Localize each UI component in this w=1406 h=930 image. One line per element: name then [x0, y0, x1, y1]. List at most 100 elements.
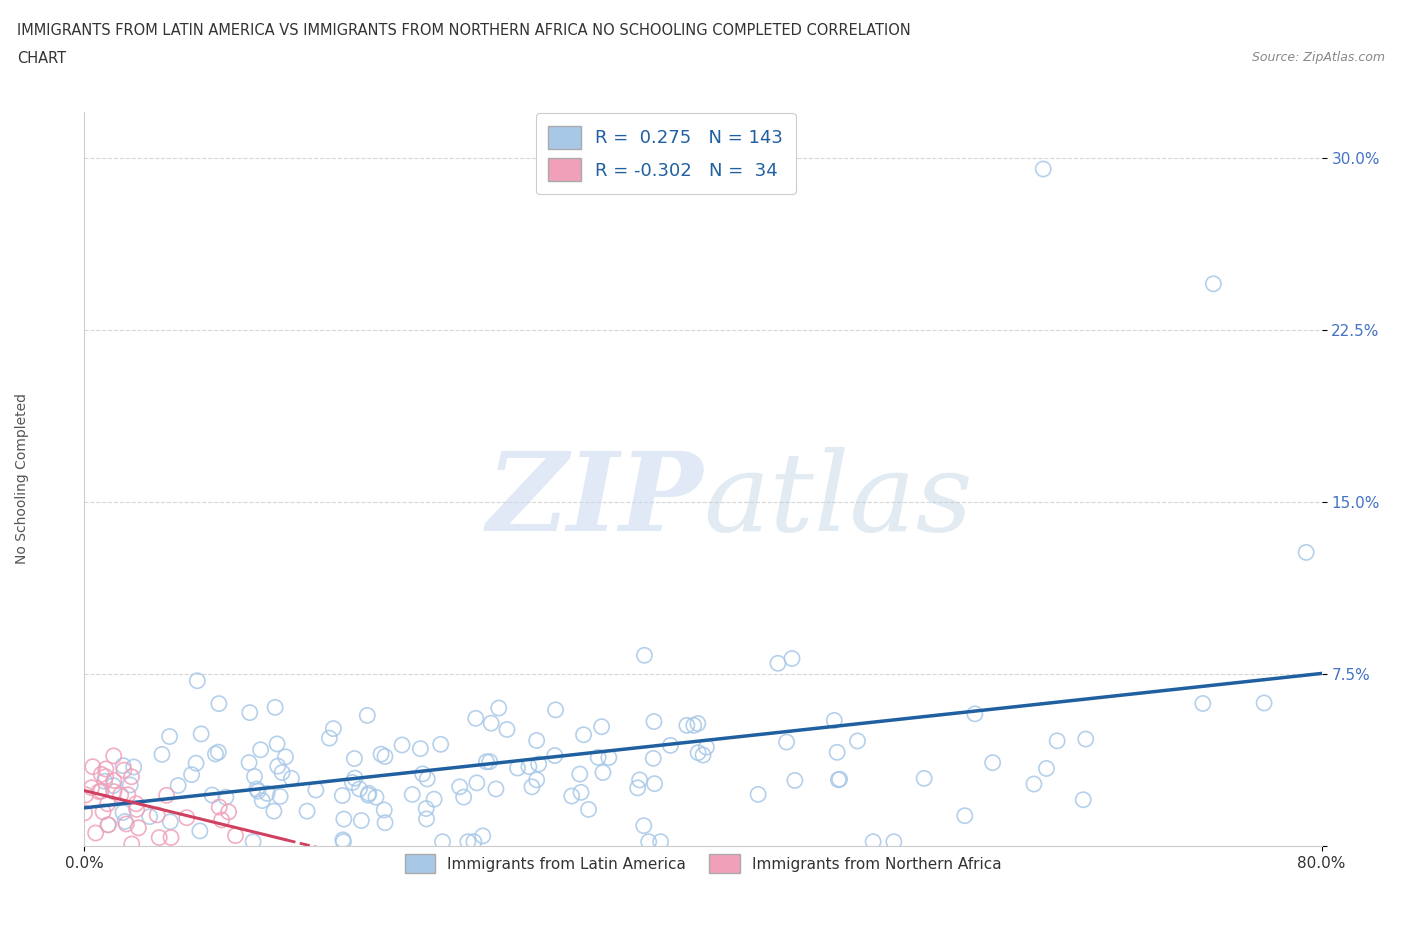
- Point: [650, 834, 672, 849]
- Point: [423, 791, 446, 806]
- Point: [190, 726, 212, 741]
- Point: [520, 779, 543, 794]
- Point: [252, 793, 274, 808]
- Point: [97, 817, 120, 832]
- Point: [249, 742, 271, 757]
- Text: IMMIGRANTS FROM LATIN AMERICA VS IMMIGRANTS FROM NORTHERN AFRICA NO SCHOOLING CO: IMMIGRANTS FROM LATIN AMERICA VS IMMIGRA…: [17, 23, 911, 38]
- Point: [488, 700, 510, 715]
- Point: [374, 816, 396, 830]
- Point: [578, 802, 600, 817]
- Point: [207, 745, 229, 760]
- Point: [167, 778, 190, 793]
- Point: [373, 803, 395, 817]
- Point: [159, 815, 181, 830]
- Point: [775, 735, 797, 750]
- Point: [827, 772, 849, 787]
- Point: [242, 834, 264, 849]
- Point: [628, 773, 651, 788]
- Point: [176, 810, 198, 825]
- Point: [80, 780, 103, 795]
- Point: [572, 727, 595, 742]
- Point: [643, 751, 665, 765]
- Point: [114, 814, 136, 829]
- Point: [115, 817, 138, 831]
- Point: [526, 773, 548, 788]
- Point: [160, 830, 183, 845]
- Point: [591, 719, 613, 734]
- Point: [342, 775, 364, 790]
- Point: [828, 772, 851, 787]
- Point: [485, 781, 508, 796]
- Point: [471, 829, 494, 844]
- Point: [271, 765, 294, 780]
- Point: [527, 757, 550, 772]
- Point: [429, 737, 451, 751]
- Point: [981, 755, 1004, 770]
- Point: [243, 769, 266, 784]
- Point: [73, 805, 96, 820]
- Point: [111, 805, 134, 820]
- Point: [356, 708, 378, 723]
- Point: [180, 767, 202, 782]
- Point: [517, 759, 540, 774]
- Point: [274, 750, 297, 764]
- Point: [343, 771, 366, 786]
- Point: [963, 707, 986, 722]
- Point: [97, 796, 120, 811]
- Point: [211, 813, 233, 828]
- Point: [90, 784, 112, 799]
- Point: [103, 749, 125, 764]
- Point: [412, 766, 434, 781]
- Point: [364, 790, 387, 804]
- Point: [103, 778, 125, 793]
- Point: [374, 749, 396, 764]
- Point: [350, 813, 373, 828]
- Point: [246, 784, 269, 799]
- Point: [416, 772, 439, 787]
- Point: [783, 773, 806, 788]
- Point: [747, 787, 769, 802]
- Point: [330, 788, 353, 803]
- Point: [238, 755, 260, 770]
- Point: [478, 754, 501, 769]
- Point: [94, 762, 117, 777]
- Point: [1253, 696, 1275, 711]
- Point: [150, 747, 173, 762]
- Point: [357, 788, 380, 803]
- Point: [215, 790, 238, 804]
- Point: [269, 789, 291, 804]
- Point: [103, 784, 125, 799]
- Point: [592, 765, 614, 780]
- Point: [112, 763, 135, 777]
- Text: ZIP: ZIP: [486, 447, 703, 554]
- Point: [97, 817, 120, 832]
- Point: [637, 834, 659, 849]
- Point: [343, 751, 366, 766]
- Point: [1071, 792, 1094, 807]
- Point: [415, 812, 437, 827]
- Point: [122, 760, 145, 775]
- Point: [1295, 545, 1317, 560]
- Point: [246, 781, 269, 796]
- Point: [598, 751, 620, 765]
- Point: [305, 782, 328, 797]
- Point: [188, 823, 211, 838]
- Point: [409, 741, 432, 756]
- Point: [148, 830, 170, 845]
- Point: [862, 834, 884, 849]
- Point: [266, 737, 288, 751]
- Point: [333, 812, 356, 827]
- Point: [526, 733, 548, 748]
- Point: [766, 656, 789, 671]
- Point: [883, 834, 905, 849]
- Point: [127, 820, 149, 835]
- Point: [912, 771, 935, 786]
- Point: [138, 809, 160, 824]
- Point: [688, 745, 710, 760]
- Point: [401, 787, 423, 802]
- Point: [146, 807, 169, 822]
- Point: [75, 788, 97, 803]
- Point: [224, 828, 246, 843]
- Point: [1022, 777, 1045, 791]
- Point: [94, 769, 117, 784]
